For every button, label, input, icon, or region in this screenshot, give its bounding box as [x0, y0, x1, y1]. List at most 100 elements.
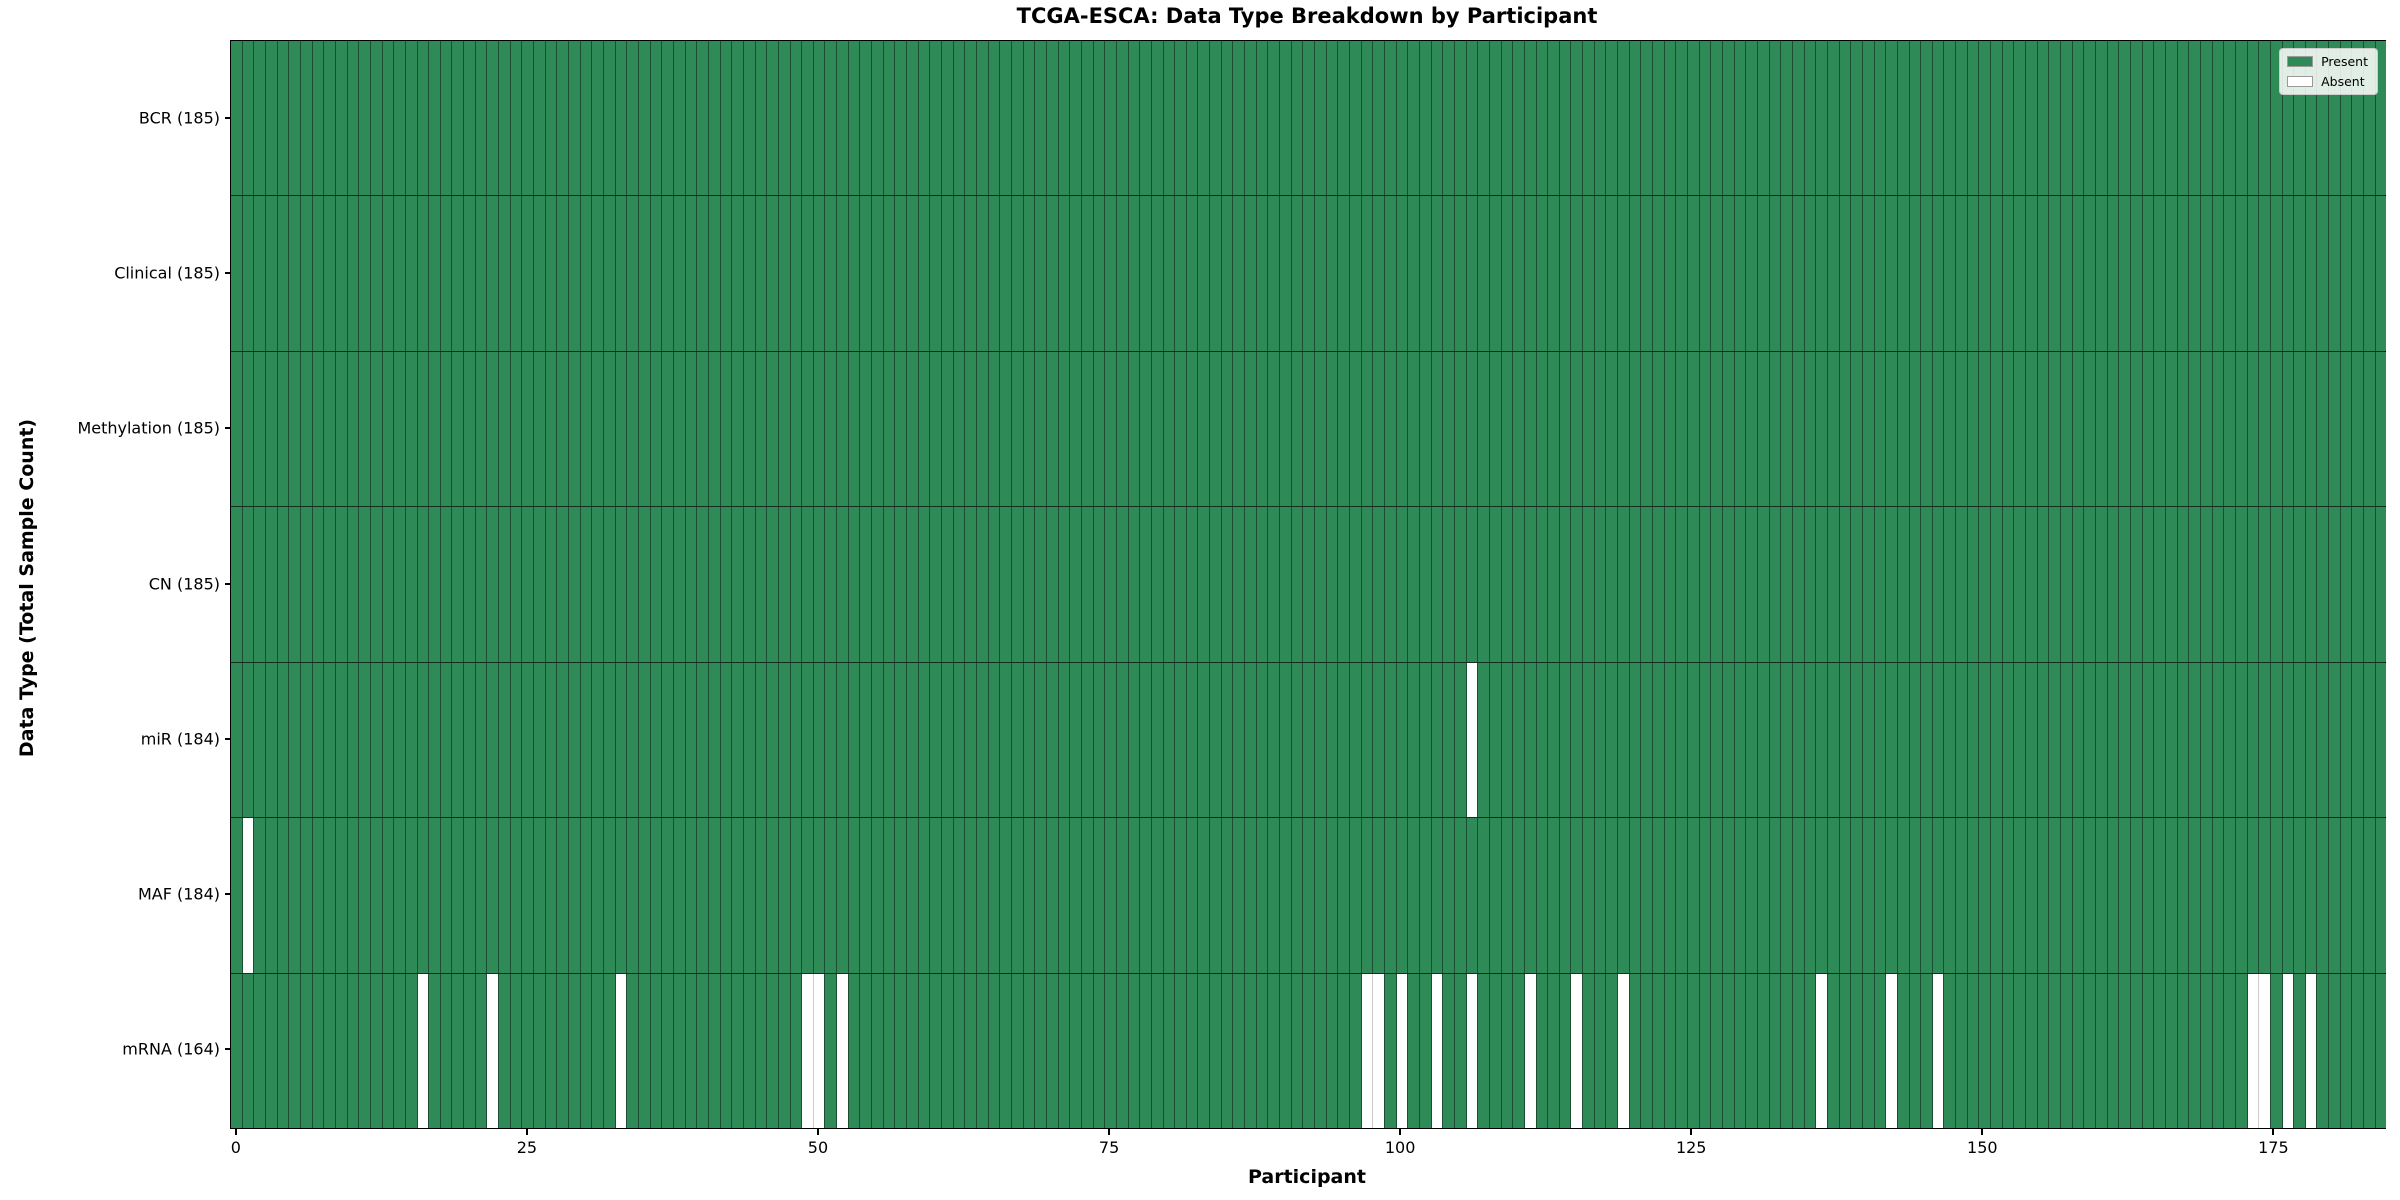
present-cell: [381, 507, 394, 662]
present-cell: [847, 41, 860, 196]
present-cell: [299, 351, 312, 507]
present-cell: [358, 507, 370, 662]
present-cell: [1279, 973, 1291, 1128]
x-tick-label-125: 125: [1675, 1138, 1707, 1157]
present-cell: [2374, 196, 2387, 351]
present-cell: [2316, 507, 2329, 662]
present-cell: [1197, 973, 1210, 1128]
present-cell: [801, 351, 813, 507]
present-cell: [2176, 507, 2189, 662]
present-cell: [777, 662, 790, 818]
present-cell: [1640, 818, 1653, 973]
present-cell: [894, 973, 907, 1128]
present-cell: [579, 351, 592, 507]
present-cell: [742, 662, 755, 818]
present-cell: [2001, 973, 2014, 1128]
present-cell: [1057, 662, 1070, 818]
present-cell: [859, 662, 872, 818]
present-cell: [1791, 351, 1804, 507]
present-cell: [1080, 196, 1093, 351]
present-cell: [964, 507, 976, 662]
present-cell: [2071, 507, 2084, 662]
present-cell: [1372, 818, 1384, 973]
present-cell: [1349, 351, 1361, 507]
present-cell: [2269, 41, 2282, 196]
present-cell: [1523, 662, 1536, 818]
present-cell: [999, 351, 1011, 507]
present-cell: [2351, 662, 2364, 818]
present-cell: [2211, 507, 2224, 662]
present-cell: [323, 973, 335, 1128]
present-cell: [1523, 818, 1536, 973]
present-cell: [2304, 351, 2317, 507]
present-cell: [1232, 973, 1245, 1128]
present-cell: [2095, 196, 2107, 351]
present-cell: [416, 662, 429, 818]
x-tick-label-50: 50: [807, 1138, 829, 1157]
x-tick-label-100: 100: [1384, 1138, 1416, 1157]
present-cell: [1395, 507, 1408, 662]
present-cell: [1430, 818, 1443, 973]
present-cell: [1838, 507, 1851, 662]
present-cell: [1582, 662, 1594, 818]
present-cell: [2293, 507, 2305, 662]
present-cell: [1442, 662, 1454, 818]
present-cell: [2328, 973, 2340, 1128]
present-cell: [1815, 818, 1827, 973]
present-cell: [381, 973, 394, 1128]
present-cell: [2351, 196, 2364, 351]
present-cell: [1500, 973, 1513, 1128]
present-cell: [2118, 818, 2130, 973]
present-cell: [2025, 351, 2037, 507]
present-cell: [1815, 196, 1827, 351]
present-cell: [1780, 196, 1792, 351]
present-cell: [276, 351, 289, 507]
present-cell: [2153, 196, 2165, 351]
present-cell: [451, 662, 464, 818]
present-cell: [871, 351, 883, 507]
present-cell: [1978, 662, 1991, 818]
present-cell: [1512, 351, 1524, 507]
present-cell: [241, 973, 254, 1128]
present-cell: [1139, 662, 1151, 818]
present-cell: [1022, 818, 1035, 973]
present-cell: [2060, 818, 2072, 973]
present-cell: [1652, 818, 1664, 973]
present-cell: [976, 41, 988, 196]
absent-cell: [1617, 973, 1629, 1128]
absent-cell: [1465, 973, 1478, 1128]
present-cell: [1756, 507, 1769, 662]
present-cell: [2328, 41, 2340, 196]
present-cell: [1080, 351, 1093, 507]
present-cell: [404, 196, 417, 351]
present-cell: [1092, 507, 1105, 662]
present-cell: [1640, 351, 1653, 507]
present-cell: [1314, 818, 1326, 973]
present-cell: [1523, 41, 1536, 196]
present-cell: [568, 662, 580, 818]
present-cell: [2095, 351, 2107, 507]
present-cell: [1931, 41, 1944, 196]
present-cell: [1209, 662, 1221, 818]
present-cell: [754, 41, 767, 196]
present-cell: [2199, 507, 2212, 662]
present-cell: [917, 196, 930, 351]
legend-label-present: Present: [2321, 54, 2368, 69]
present-cell: [393, 41, 405, 196]
present-cell: [498, 507, 510, 662]
present-cell: [1325, 818, 1338, 973]
present-cell: [952, 41, 965, 196]
present-cell: [1057, 41, 1070, 196]
present-cell: [1512, 818, 1524, 973]
absent-cell: [836, 973, 848, 1128]
present-cell: [1302, 507, 1315, 662]
present-cell: [591, 973, 603, 1128]
present-cell: [1826, 507, 1839, 662]
present-cell: [2176, 662, 2189, 818]
present-cell: [1290, 662, 1303, 818]
present-cell: [637, 196, 650, 351]
x-tick-mark: [525, 1129, 528, 1135]
present-cell: [1349, 662, 1361, 818]
present-cell: [2083, 818, 2095, 973]
